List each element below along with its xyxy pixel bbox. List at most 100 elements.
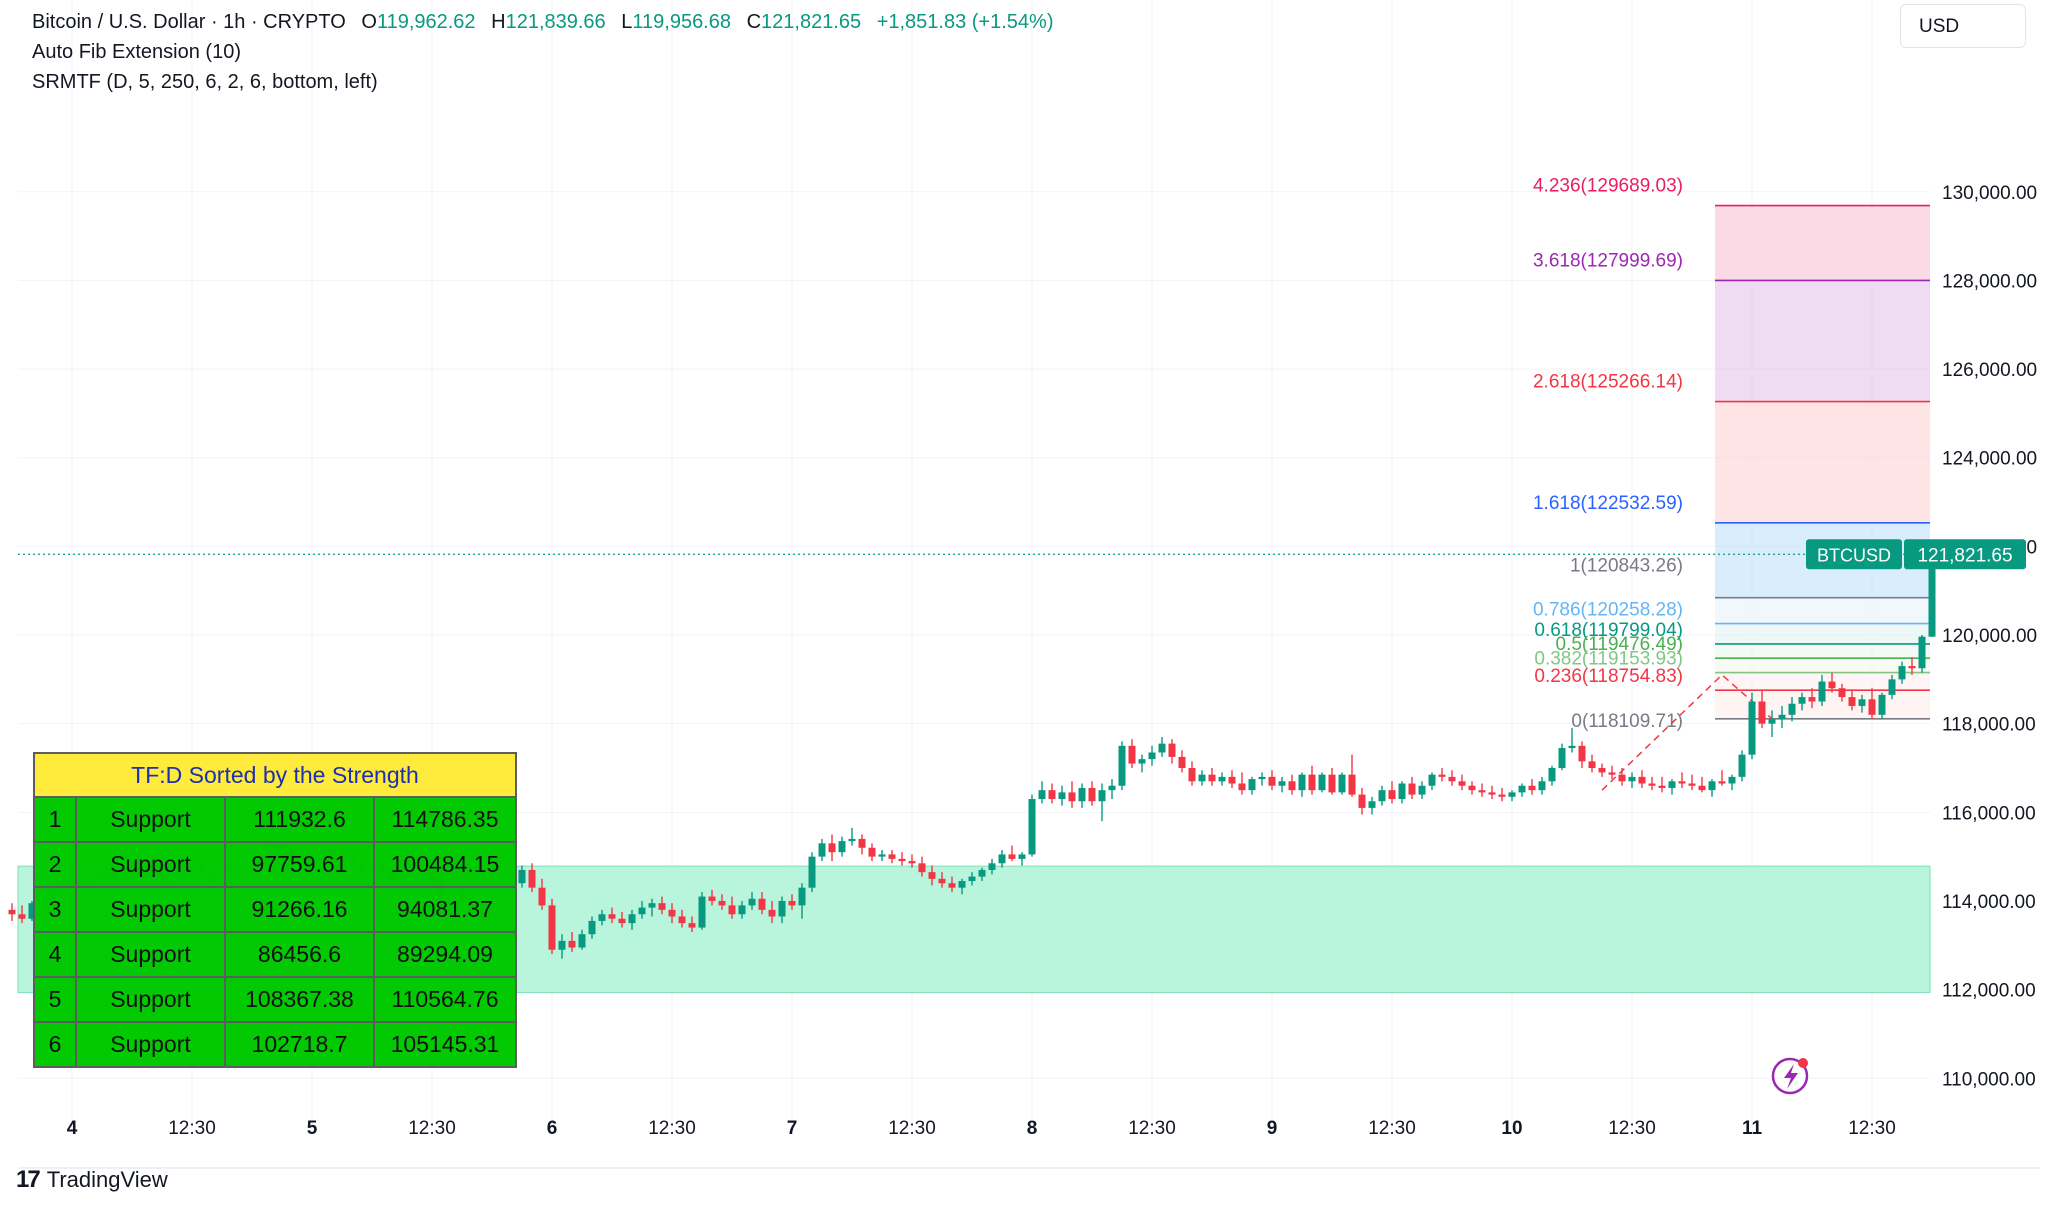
- candle-body: [1608, 772, 1616, 775]
- indicator-srmtf[interactable]: SRMTF (D, 5, 250, 6, 2, 6, bottom, left): [32, 71, 378, 93]
- candle-body: [1728, 776, 1736, 784]
- fib-band: [1715, 658, 1930, 673]
- candle-body: [1248, 779, 1256, 791]
- brand-name: TradingView: [46, 1167, 168, 1192]
- fib-band: [1715, 643, 1930, 659]
- candle-body: [1378, 790, 1386, 802]
- candle-body: [1288, 781, 1296, 791]
- fib-band: [1715, 280, 1930, 402]
- candle-body: [1158, 743, 1166, 753]
- fib-label: 0(118109.71): [1571, 711, 1683, 732]
- open-value: 119,962.62: [376, 11, 476, 33]
- lightning-icon[interactable]: [1771, 1057, 1809, 1095]
- table-cell: 102718.7: [224, 1021, 375, 1068]
- time-tick-label: 10: [1501, 1118, 1522, 1139]
- candle-body: [628, 914, 636, 924]
- candle-body: [1668, 781, 1676, 788]
- candle-body: [1078, 787, 1086, 802]
- candle-body: [1628, 776, 1636, 782]
- table-row: 2 Support 97759.61 100484.15: [33, 841, 517, 888]
- candle-body: [1028, 799, 1036, 855]
- candle-body: [1408, 783, 1416, 795]
- candle-body: [598, 914, 606, 921]
- candle-body: [1548, 768, 1556, 782]
- candle-body: [1318, 774, 1326, 791]
- price-tick-label: 128,000.00: [1942, 271, 2037, 292]
- candle-body: [1338, 774, 1346, 793]
- candle-body: [988, 863, 996, 870]
- candle-body: [778, 900, 786, 917]
- candle-body: [858, 838, 866, 848]
- candle-body: [768, 909, 776, 917]
- candle-body: [728, 905, 736, 915]
- candle-body: [548, 905, 556, 950]
- candle-body: [1818, 681, 1826, 702]
- candle-body: [608, 914, 616, 919]
- table-cell: 86456.6: [224, 931, 375, 978]
- candle-body: [1678, 781, 1686, 784]
- time-tick-label: 12:30: [888, 1118, 936, 1139]
- candle-body: [1488, 792, 1496, 795]
- candle-body: [1438, 774, 1446, 777]
- fib-band: [1715, 205, 1930, 281]
- candle-body: [588, 920, 596, 935]
- candle-body: [1508, 792, 1516, 797]
- fib-label: 4.236(129689.03): [1533, 176, 1683, 197]
- candle-body: [1868, 699, 1876, 715]
- candle-body: [1138, 759, 1146, 764]
- candle-body: [1538, 781, 1546, 791]
- fib-label: 0.618(119799.04): [1534, 620, 1683, 641]
- time-tick-label: 5: [307, 1118, 318, 1139]
- candle-body: [1128, 745, 1136, 764]
- candle-body: [1238, 783, 1246, 791]
- currency-button[interactable]: USD: [1900, 4, 2026, 48]
- close-label: C: [746, 11, 762, 33]
- candle-body: [1478, 790, 1486, 793]
- table-cell: 97759.61: [224, 841, 375, 888]
- candle-body: [918, 863, 926, 873]
- time-tick-label: 12:30: [648, 1118, 696, 1139]
- candle-body: [908, 861, 916, 864]
- candle-body: [1858, 699, 1866, 706]
- support-resistance-table: TF:D Sorted by the Strength 1 Support 1119…: [33, 752, 517, 1068]
- candle-body: [928, 872, 936, 879]
- table-cell: 114786.35: [373, 796, 517, 843]
- price-tick-label: 130,000.00: [1942, 183, 2037, 204]
- candle-body: [1848, 697, 1856, 706]
- candle-body: [1468, 785, 1476, 791]
- candle-body: [1528, 785, 1536, 791]
- table-cell: Support: [75, 976, 226, 1023]
- fib-band: [1715, 623, 1930, 644]
- candle-body: [898, 858, 906, 862]
- table-cell: Support: [75, 1021, 226, 1068]
- candle-body: [528, 869, 536, 888]
- table-cell: 100484.15: [373, 841, 517, 888]
- candle-body: [668, 909, 676, 917]
- candle-body: [1778, 714, 1786, 720]
- table-row: 3 Support 91266.16 94081.37: [33, 886, 517, 933]
- candle-body: [1878, 694, 1886, 715]
- candle-body: [1578, 745, 1586, 762]
- table-row: 1 Support 111932.6 114786.35: [33, 796, 517, 843]
- tradingview-brand[interactable]: 17 TradingView: [16, 1166, 168, 1194]
- table-cell: 105145.31: [373, 1021, 517, 1068]
- table-cell: 91266.16: [224, 886, 375, 933]
- candle-body: [1588, 761, 1596, 768]
- candle-body: [658, 903, 666, 910]
- price-tick-label: 112,000.00: [1942, 981, 2036, 1002]
- time-tick-label: 12:30: [168, 1118, 216, 1139]
- indicator-auto-fib[interactable]: Auto Fib Extension (10): [32, 41, 241, 63]
- candle-body: [1228, 776, 1236, 784]
- candle-body: [1568, 745, 1576, 749]
- candle-body: [1268, 776, 1276, 786]
- table-row: 6 Support 102718.7 105145.31: [33, 1021, 517, 1068]
- badge-symbol: BTCUSD: [1817, 545, 1891, 565]
- time-tick-label: 9: [1267, 1118, 1278, 1139]
- symbol-title[interactable]: Bitcoin / U.S. Dollar · 1h · CRYPTO: [32, 11, 346, 33]
- time-tick-label: 12:30: [1128, 1118, 1176, 1139]
- candle-body: [1498, 794, 1506, 797]
- fib-label: 0.786(120258.28): [1533, 600, 1683, 621]
- time-tick-label: 12:30: [1368, 1118, 1416, 1139]
- candle-body: [1058, 792, 1066, 800]
- candle-body: [698, 896, 706, 928]
